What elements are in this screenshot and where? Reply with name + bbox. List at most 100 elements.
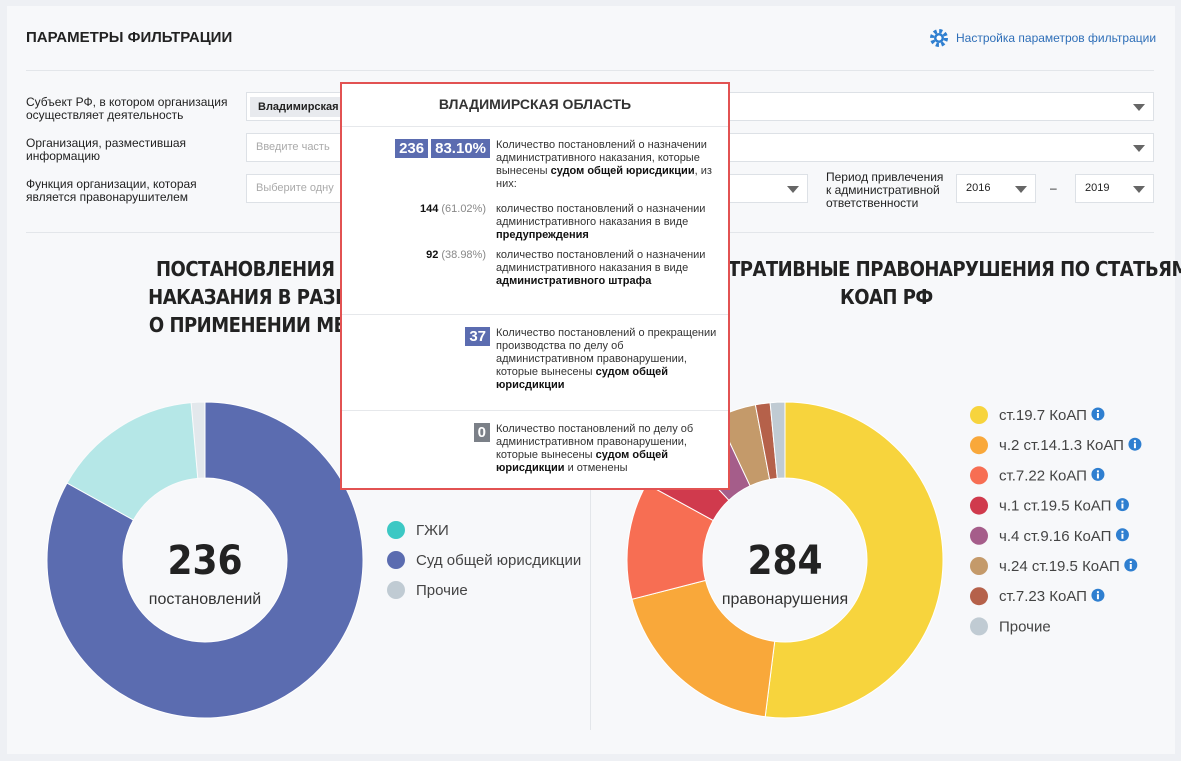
text: Количество постановлений о прекращении п… bbox=[496, 327, 717, 378]
donut-segment bbox=[66, 402, 199, 521]
tooltip-section: 0 Количество постановлений по делу об адм… bbox=[342, 410, 728, 491]
legend-marker bbox=[970, 617, 988, 636]
info-icon-stroke bbox=[1121, 503, 1124, 509]
text: , из них: bbox=[496, 165, 712, 190]
gear-icon[interactable] bbox=[929, 28, 949, 48]
info-icon-stroke bbox=[1096, 594, 1099, 600]
tooltip: ВЛАДИМИРСКАЯ ОБЛАСТЬ 236 83.10% Количество… bbox=[340, 82, 730, 490]
legend-marker bbox=[387, 521, 405, 539]
legend-label: ч.1 ст.19.5 КоАП bbox=[999, 498, 1111, 515]
legend-label: ч.24 ст.19.5 КоАП bbox=[999, 558, 1120, 575]
donut-segment bbox=[764, 401, 944, 719]
legend-marker bbox=[970, 466, 988, 485]
tooltip-text: количество постановлений о назначении ад… bbox=[496, 203, 722, 242]
chip: Владимирская о bbox=[250, 97, 357, 117]
legend-marker bbox=[970, 436, 988, 455]
info-icon-stroke bbox=[1133, 443, 1136, 449]
year-select[interactable]: 2019 bbox=[1075, 174, 1154, 203]
item-count: 144 (61.02%) bbox=[420, 203, 486, 216]
settings-link[interactable]: Настройка параметров фильтрации bbox=[956, 31, 1157, 45]
info-icon-dot bbox=[1133, 440, 1136, 443]
legend-marker bbox=[970, 557, 988, 575]
legend-marker bbox=[387, 581, 405, 599]
filters-title: ПАРАМЕТРЫ ФИЛЬТРАЦИИ bbox=[26, 29, 233, 46]
placeholder: Введите часть bbox=[256, 141, 330, 153]
share: (61.02%) bbox=[441, 203, 486, 215]
period-label: Период привлечения к административной от… bbox=[826, 170, 944, 210]
info-icon-stroke bbox=[1096, 473, 1099, 479]
tooltip-text: Количество постановлений о назначении ад… bbox=[496, 139, 722, 191]
field-label: Субъект РФ, в котором организация осущес… bbox=[26, 95, 228, 122]
bold-text: предупреждения bbox=[496, 229, 589, 241]
bold-text: судом общей юрисдикции bbox=[550, 165, 695, 177]
donut-chart: 236 постановлений ГЖИ Суд общей юрисдикции П… bbox=[46, 401, 581, 719]
text: Количество постановлений по делу об адми… bbox=[496, 423, 694, 461]
legend-marker bbox=[387, 551, 405, 569]
field-label: Функция организации, которая является пр… bbox=[26, 177, 197, 204]
bold-text: судом общей юрисдикции bbox=[496, 449, 669, 474]
legend-marker bbox=[970, 587, 988, 606]
donut-segment bbox=[46, 401, 364, 719]
legend-label: Суд общей юрисдикции bbox=[416, 552, 581, 569]
count: 92 bbox=[426, 249, 439, 261]
text: Количество постановлений о назначении ад… bbox=[496, 139, 707, 177]
placeholder: Выберите одну bbox=[256, 182, 334, 194]
tooltip-text: Количество постановлений по делу об адми… bbox=[496, 423, 722, 475]
donut-chart: 284 правонарушения ст.19.7 КоАП ч.2 ст.14.1… bbox=[626, 401, 1142, 719]
chart-title: ТРАТИВНЫЕ ПРАВОНАРУШЕНИЯ ПО СТАТЬЯМ КОАП … bbox=[728, 255, 1181, 311]
donut-segment bbox=[769, 401, 786, 479]
donut-segment bbox=[631, 579, 776, 718]
text: количество постановлений о назначении ад… bbox=[496, 249, 706, 274]
text: и отменены bbox=[564, 462, 628, 474]
title-line: ТРАТИВНЫЕ ПРАВОНАРУШЕНИЯ ПО СТАТЬЯМ bbox=[728, 257, 1181, 281]
divider bbox=[590, 400, 591, 730]
badges: 37 bbox=[462, 327, 490, 346]
legend-label: ч.2 ст.14.1.3 КоАП bbox=[999, 437, 1124, 454]
year-select[interactable]: 2016 bbox=[956, 174, 1036, 203]
info-icon-dot bbox=[1096, 470, 1099, 473]
share: (38.98%) bbox=[441, 249, 486, 261]
badges: 236 83.10% bbox=[392, 139, 490, 158]
info-icon-stroke bbox=[1121, 533, 1124, 539]
badge: 37 bbox=[465, 327, 490, 346]
field-label: Организация, разместившая информацию bbox=[26, 136, 187, 163]
legend-label: ст.7.23 КоАП bbox=[999, 588, 1087, 605]
center-label: правонарушения bbox=[722, 591, 848, 608]
tooltip-text: Количество постановлений о прекращении п… bbox=[496, 327, 722, 392]
badge: 0 bbox=[473, 423, 490, 442]
count: 144 bbox=[420, 203, 439, 215]
tooltip-section: 236 83.10% Количество постановлений о назн… bbox=[342, 126, 728, 315]
divider bbox=[26, 70, 1154, 71]
legend-label: ч.4 ст.9.16 КоАП bbox=[999, 528, 1111, 545]
center-value: 284 bbox=[747, 538, 822, 584]
bold-text: судом общей юрисдикции bbox=[496, 366, 669, 391]
legend-label: Прочие bbox=[416, 582, 468, 599]
center-label: постановлений bbox=[149, 591, 261, 608]
year: 2019 bbox=[1085, 182, 1110, 194]
badge: 83.10% bbox=[431, 139, 490, 158]
badge: 236 bbox=[395, 139, 429, 158]
tooltip-section: 37 Количество постановлений о прекращении… bbox=[342, 314, 728, 411]
donut-segment bbox=[190, 401, 206, 479]
legend-label: ст.7.22 КоАП bbox=[999, 467, 1087, 484]
info-icon-dot bbox=[1129, 561, 1132, 563]
info-icon-dot bbox=[1121, 530, 1124, 533]
info-icon-stroke bbox=[1096, 413, 1099, 418]
year: 2016 bbox=[966, 182, 991, 194]
legend-marker bbox=[970, 406, 988, 424]
title-line: КОАП РФ bbox=[840, 285, 933, 309]
info-icon-stroke bbox=[1129, 564, 1132, 569]
tooltip-title: ВЛАДИМИРСКАЯ ОБЛАСТЬ bbox=[438, 96, 632, 112]
tooltip-text: количество постановлений о назначении ад… bbox=[496, 249, 722, 288]
bold-text: административного штрафа bbox=[496, 275, 652, 287]
legend-marker bbox=[970, 526, 988, 545]
info-icon-dot bbox=[1096, 591, 1099, 594]
badges: 0 bbox=[471, 423, 490, 442]
center-value: 236 bbox=[167, 538, 242, 584]
dash: – bbox=[1050, 181, 1057, 195]
info-icon-dot bbox=[1096, 410, 1099, 412]
item-count: 92 (38.98%) bbox=[426, 249, 486, 262]
legend-marker bbox=[970, 496, 988, 515]
legend-label: ГЖИ bbox=[416, 522, 449, 539]
